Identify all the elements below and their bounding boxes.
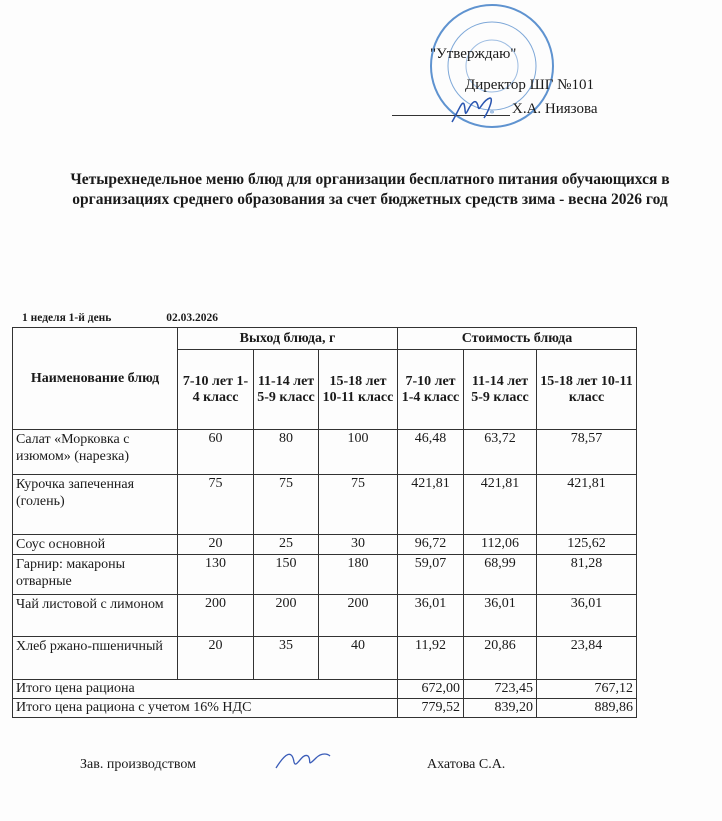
yield-11-14: 35 bbox=[253, 636, 319, 680]
table-row: Салат «Морковка с изюмом» (нарезка) 60 80 1… bbox=[12, 429, 637, 475]
col-cost-15-18: 15-18 лет 10-11 класс bbox=[536, 349, 637, 430]
cost-11-14: 20,86 bbox=[463, 636, 537, 680]
cost-7-10: 59,07 bbox=[397, 554, 464, 595]
cost-7-10: 11,92 bbox=[397, 636, 464, 680]
yield-15-18: 30 bbox=[318, 534, 398, 555]
yield-11-14: 75 bbox=[253, 474, 319, 535]
cost-11-14: 421,81 bbox=[463, 474, 537, 535]
yield-15-18: 40 bbox=[318, 636, 398, 680]
table-row: Хлеб ржано-пшеничный 20 35 40 11,92 20,86 23,8… bbox=[12, 636, 637, 680]
col-yield-15-18: 15-18 лет 10-11 класс bbox=[318, 349, 398, 430]
approve-label: "Утверждаю" bbox=[430, 46, 517, 62]
svg-text:*: * bbox=[490, 109, 495, 120]
total-cost-7-10: 672,00 bbox=[397, 679, 464, 699]
cost-15-18: 421,81 bbox=[536, 474, 637, 535]
menu-date: 02.03.2026 bbox=[166, 312, 219, 324]
yield-7-10: 130 bbox=[177, 554, 254, 595]
col-header-yield: Выход блюда, г bbox=[177, 327, 398, 350]
dish-name: Хлеб ржано-пшеничный bbox=[12, 636, 178, 680]
total-vat-cost-7-10: 779,52 bbox=[397, 698, 464, 718]
yield-11-14: 25 bbox=[253, 534, 319, 555]
yield-15-18: 100 bbox=[318, 429, 398, 475]
table-row: Гарнир: макароны отварные 130 150 180 59,07 6… bbox=[12, 554, 637, 595]
cost-11-14: 112,06 bbox=[463, 534, 537, 555]
cost-11-14: 63,72 bbox=[463, 429, 537, 475]
approver-position: Директор ШГ №101 bbox=[465, 77, 594, 93]
cost-11-14: 68,99 bbox=[463, 554, 537, 595]
cost-15-18: 81,28 bbox=[536, 554, 637, 595]
cost-7-10: 46,48 bbox=[397, 429, 464, 475]
page-title: Четырехнедельное меню блюд для организац… bbox=[70, 171, 670, 208]
dish-name: Салат «Морковка с изюмом» (нарезка) bbox=[12, 429, 178, 475]
total-vat-label: Итого цена рациона с учетом 16% НДС bbox=[12, 698, 398, 718]
yield-7-10: 200 bbox=[177, 594, 254, 637]
col-yield-7-10: 7-10 лет 1-4 класс bbox=[177, 349, 254, 430]
table-row: Курочка запеченная (голень) 75 75 75 421,81 4… bbox=[12, 474, 637, 535]
production-signature bbox=[275, 753, 331, 769]
yield-11-14: 200 bbox=[253, 594, 319, 637]
col-header-cost: Стоимость блюда bbox=[397, 327, 637, 350]
approver-name: Х.А. Ниязова bbox=[512, 101, 598, 117]
signature-line bbox=[392, 115, 510, 116]
yield-7-10: 20 bbox=[177, 636, 254, 680]
yield-11-14: 150 bbox=[253, 554, 319, 595]
cost-7-10: 96,72 bbox=[397, 534, 464, 555]
total-vat-row: Итого цена рациона с учетом 16% НДС 779,… bbox=[12, 698, 637, 718]
dish-name: Чай листовой с лимоном bbox=[12, 594, 178, 637]
cost-7-10: 421,81 bbox=[397, 474, 464, 535]
menu-day-info: 1 неделя 1-й день 02.03.2026 bbox=[22, 312, 218, 324]
cost-15-18: 36,01 bbox=[536, 594, 637, 637]
total-row: Итого цена рациона 672,00 723,45 767,12 bbox=[12, 679, 637, 699]
total-vat-cost-15-18: 889,86 bbox=[536, 698, 637, 718]
total-vat-cost-11-14: 839,20 bbox=[463, 698, 537, 718]
total-cost-11-14: 723,45 bbox=[463, 679, 537, 699]
cost-15-18: 23,84 bbox=[536, 636, 637, 680]
yield-7-10: 60 bbox=[177, 429, 254, 475]
total-label: Итого цена рациона bbox=[12, 679, 398, 699]
col-header-name: Наименование блюд bbox=[12, 327, 178, 430]
cost-15-18: 125,62 bbox=[536, 534, 637, 555]
col-cost-11-14: 11-14 лет 5-9 класс bbox=[463, 349, 537, 430]
dish-name: Соус основной bbox=[12, 534, 178, 555]
menu-day: 1 неделя 1-й день bbox=[22, 312, 112, 324]
dish-name: Гарнир: макароны отварные bbox=[12, 554, 178, 595]
yield-7-10: 20 bbox=[177, 534, 254, 555]
cost-15-18: 78,57 bbox=[536, 429, 637, 475]
cost-7-10: 36,01 bbox=[397, 594, 464, 637]
cost-11-14: 36,01 bbox=[463, 594, 537, 637]
total-cost-15-18: 767,12 bbox=[536, 679, 637, 699]
official-stamp: * bbox=[430, 4, 554, 128]
table-row: Соус основной 20 25 30 96,72 112,06 125,62 bbox=[12, 534, 637, 555]
director-signature bbox=[451, 97, 493, 123]
table-row: Чай листовой с лимоном 200 200 200 36,01 36,0… bbox=[12, 594, 637, 637]
footer-position: Зав. производством bbox=[80, 757, 197, 772]
footer-name: Ахатова С.А. bbox=[427, 757, 506, 772]
yield-7-10: 75 bbox=[177, 474, 254, 535]
yield-15-18: 180 bbox=[318, 554, 398, 595]
yield-15-18: 75 bbox=[318, 474, 398, 535]
menu-table: Наименование блюд Выход блюда, г Стоимос… bbox=[12, 327, 637, 718]
yield-11-14: 80 bbox=[253, 429, 319, 475]
dish-name: Курочка запеченная (голень) bbox=[12, 474, 178, 535]
col-yield-11-14: 11-14 лет 5-9 класс bbox=[253, 349, 319, 430]
col-cost-7-10: 7-10 лет 1-4 класс bbox=[397, 349, 464, 430]
yield-15-18: 200 bbox=[318, 594, 398, 637]
